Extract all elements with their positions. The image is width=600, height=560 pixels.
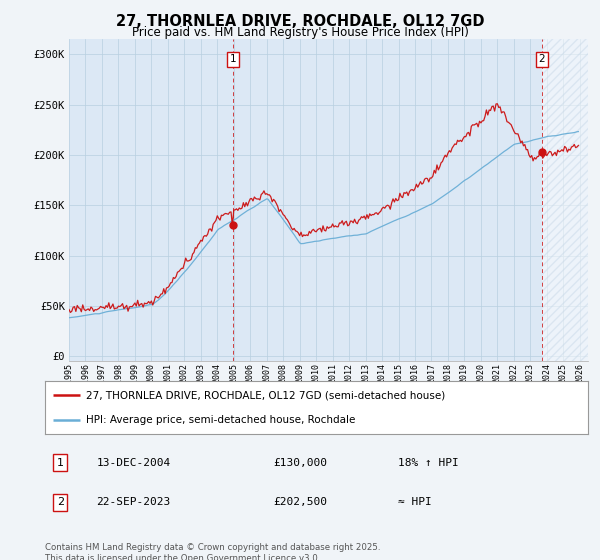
Text: 27, THORNLEA DRIVE, ROCHDALE, OL12 7GD (semi-detached house): 27, THORNLEA DRIVE, ROCHDALE, OL12 7GD (…	[86, 390, 445, 400]
Text: Contains HM Land Registry data © Crown copyright and database right 2025.
This d: Contains HM Land Registry data © Crown c…	[45, 543, 380, 560]
Text: £202,500: £202,500	[273, 497, 327, 507]
Text: Price paid vs. HM Land Registry's House Price Index (HPI): Price paid vs. HM Land Registry's House …	[131, 26, 469, 39]
Text: ≈ HPI: ≈ HPI	[398, 497, 432, 507]
Bar	[542, 39, 588, 361]
Text: 13-DEC-2004: 13-DEC-2004	[97, 458, 171, 468]
Text: 27, THORNLEA DRIVE, ROCHDALE, OL12 7GD: 27, THORNLEA DRIVE, ROCHDALE, OL12 7GD	[116, 14, 484, 29]
Text: 1: 1	[230, 54, 236, 64]
Text: 2: 2	[56, 497, 64, 507]
Text: 18% ↑ HPI: 18% ↑ HPI	[398, 458, 459, 468]
Bar	[542, 39, 588, 361]
Text: 1: 1	[57, 458, 64, 468]
Text: HPI: Average price, semi-detached house, Rochdale: HPI: Average price, semi-detached house,…	[86, 414, 355, 424]
Text: £130,000: £130,000	[273, 458, 327, 468]
Text: 22-SEP-2023: 22-SEP-2023	[97, 497, 171, 507]
Text: 2: 2	[539, 54, 545, 64]
